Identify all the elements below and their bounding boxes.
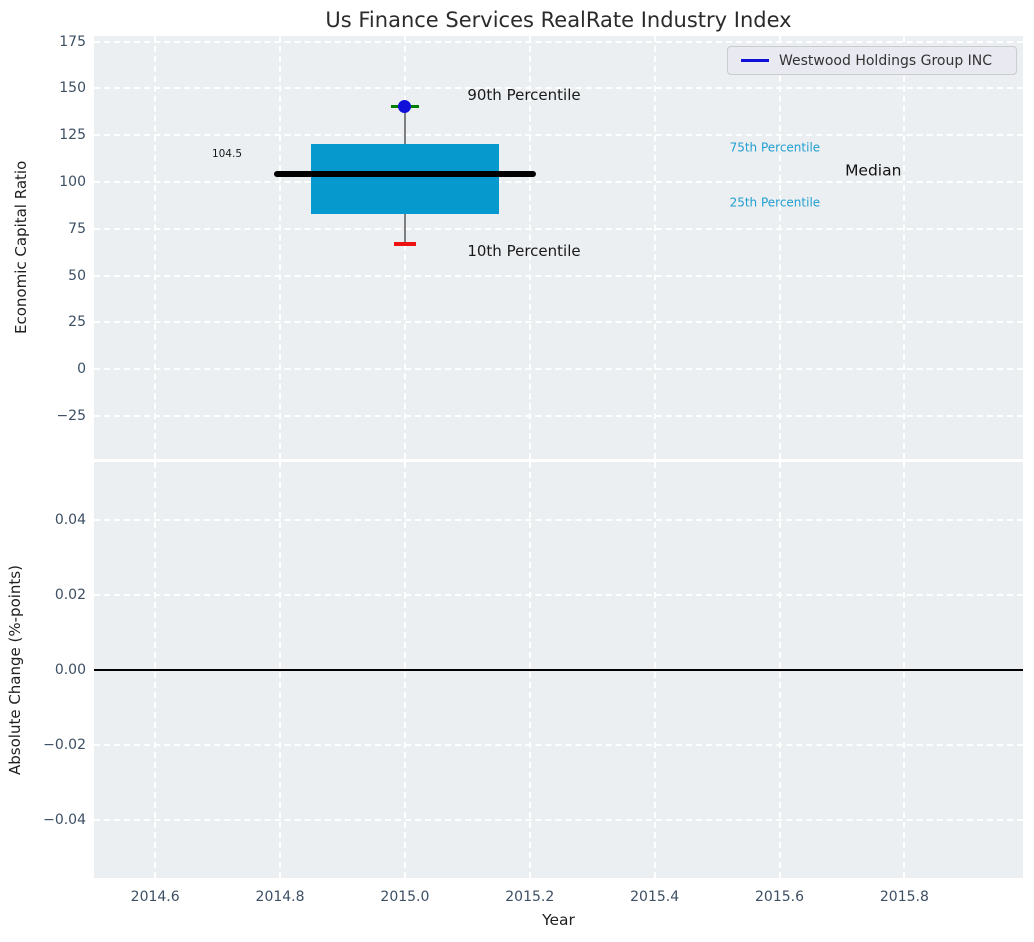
grid-line-v: [778, 36, 781, 459]
grid-line-h: [94, 274, 1023, 277]
y-tick-label: 0.02: [54, 587, 86, 604]
box-iqr: [311, 143, 499, 214]
y-tick-label: 150: [59, 80, 86, 97]
median-line: [273, 170, 536, 177]
x-tick-label: 2015.2: [505, 889, 555, 905]
top-plot-area: 104.5 90th Percentile 10th Percentile 75th …: [94, 36, 1023, 459]
median-label: Median: [845, 161, 902, 180]
grid-line-v: [403, 36, 406, 459]
y-tick-label: 0: [77, 361, 86, 378]
p25-label: 25th Percentile: [729, 194, 821, 209]
grid-line-v: [903, 36, 906, 459]
grid-line-v: [528, 36, 531, 459]
company-point: [398, 99, 412, 113]
bottom-plot-area: [94, 462, 1023, 878]
grid-line-h: [94, 818, 1023, 821]
y-tick-label: 50: [68, 267, 86, 284]
y-tick-label: 75: [68, 220, 86, 237]
y-tick-label: 100: [59, 173, 86, 190]
grid-line-h: [94, 368, 1023, 371]
grid-line-h: [94, 180, 1023, 183]
y-tick-label: −0.02: [43, 736, 86, 753]
legend-label: Westwood Holdings Group INC: [779, 52, 993, 69]
grid-line-h: [94, 743, 1023, 746]
p10-cap: [393, 242, 416, 246]
x-tick-label: 2015.4: [630, 889, 680, 905]
grid-line-v: [154, 36, 157, 459]
median-value-label: 104.5: [211, 148, 242, 161]
grid-line-v: [653, 36, 656, 459]
y-tick-label: 125: [59, 127, 86, 144]
legend-line-swatch: [741, 59, 769, 62]
grid-line-h: [94, 87, 1023, 90]
x-tick-label: 2015.8: [879, 889, 929, 905]
grid-line-h: [94, 40, 1023, 43]
x-tick-label: 2015.0: [380, 889, 430, 905]
p75-label: 75th Percentile: [729, 140, 821, 155]
legend: Westwood Holdings Group INC: [727, 46, 1017, 75]
grid-line-h: [94, 134, 1023, 137]
x-tick-label: 2014.8: [255, 889, 305, 905]
chart-title: Us Finance Services RealRate Industry In…: [325, 8, 792, 32]
x-tick-label: 2015.6: [755, 889, 804, 905]
grid-line-h: [94, 594, 1023, 597]
p90-label: 90th Percentile: [467, 85, 581, 104]
y-tick-label: 25: [68, 314, 86, 331]
p10-label: 10th Percentile: [467, 241, 581, 260]
x-axis-label: Year: [542, 911, 575, 929]
grid-line-h: [94, 519, 1023, 522]
x-tick-label: 2014.6: [130, 889, 180, 905]
y-tick-label: −0.04: [43, 811, 86, 828]
zero-line: [94, 669, 1023, 671]
y-tick-label: 0.00: [54, 662, 86, 678]
y-tick-label: 0.04: [54, 512, 86, 529]
grid-line-v: [279, 36, 282, 459]
grid-line-h: [94, 227, 1023, 230]
grid-line-h: [94, 321, 1023, 324]
y-tick-label: 175: [59, 33, 86, 50]
y-tick-label: −25: [56, 407, 86, 424]
y-axis-label-top: Economic Capital Ratio: [12, 160, 30, 335]
grid-line-h: [94, 414, 1023, 417]
